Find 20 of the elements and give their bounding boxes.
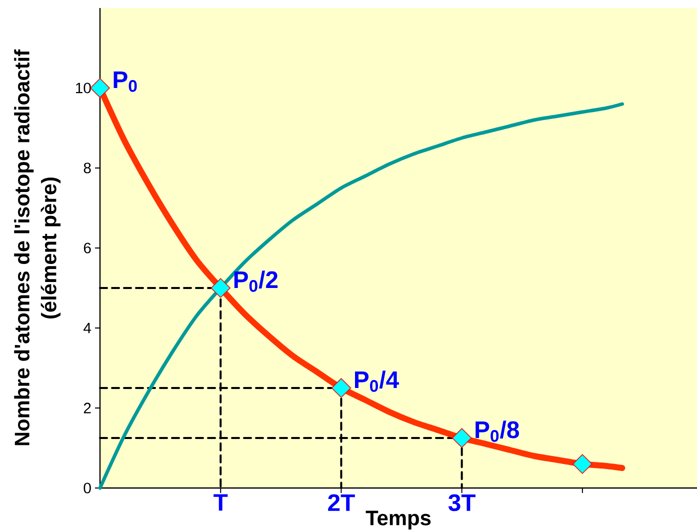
annotation: P$_{0}$/8	[476, 420, 519, 442]
y-axis-title: Nombre d'atomes de l'isotope radioactif (élément père)	[14, 49, 61, 446]
point	[452, 428, 472, 448]
annotation: P$_{0}$	[114, 72, 137, 92]
x-tick-label: 3T	[448, 494, 476, 512]
point	[331, 378, 352, 398]
y-tick-label: 10	[76, 82, 91, 94]
x-tick-label: T	[214, 494, 228, 511]
y-tick-label: 4	[84, 322, 92, 334]
y-tick-label: 0	[84, 482, 91, 494]
y-tick-label: 8	[84, 162, 91, 174]
annotation: P$_{0}$/2	[234, 270, 278, 292]
x-axis-title: Temps	[366, 510, 431, 530]
point	[90, 78, 110, 98]
y-tick-label: 6	[84, 242, 91, 254]
point	[572, 454, 592, 474]
annotation: P$_{0}$/4	[355, 370, 399, 392]
y-tick-label: 2	[84, 402, 91, 414]
x-tick-label: 2T	[328, 494, 355, 511]
point	[210, 278, 230, 298]
